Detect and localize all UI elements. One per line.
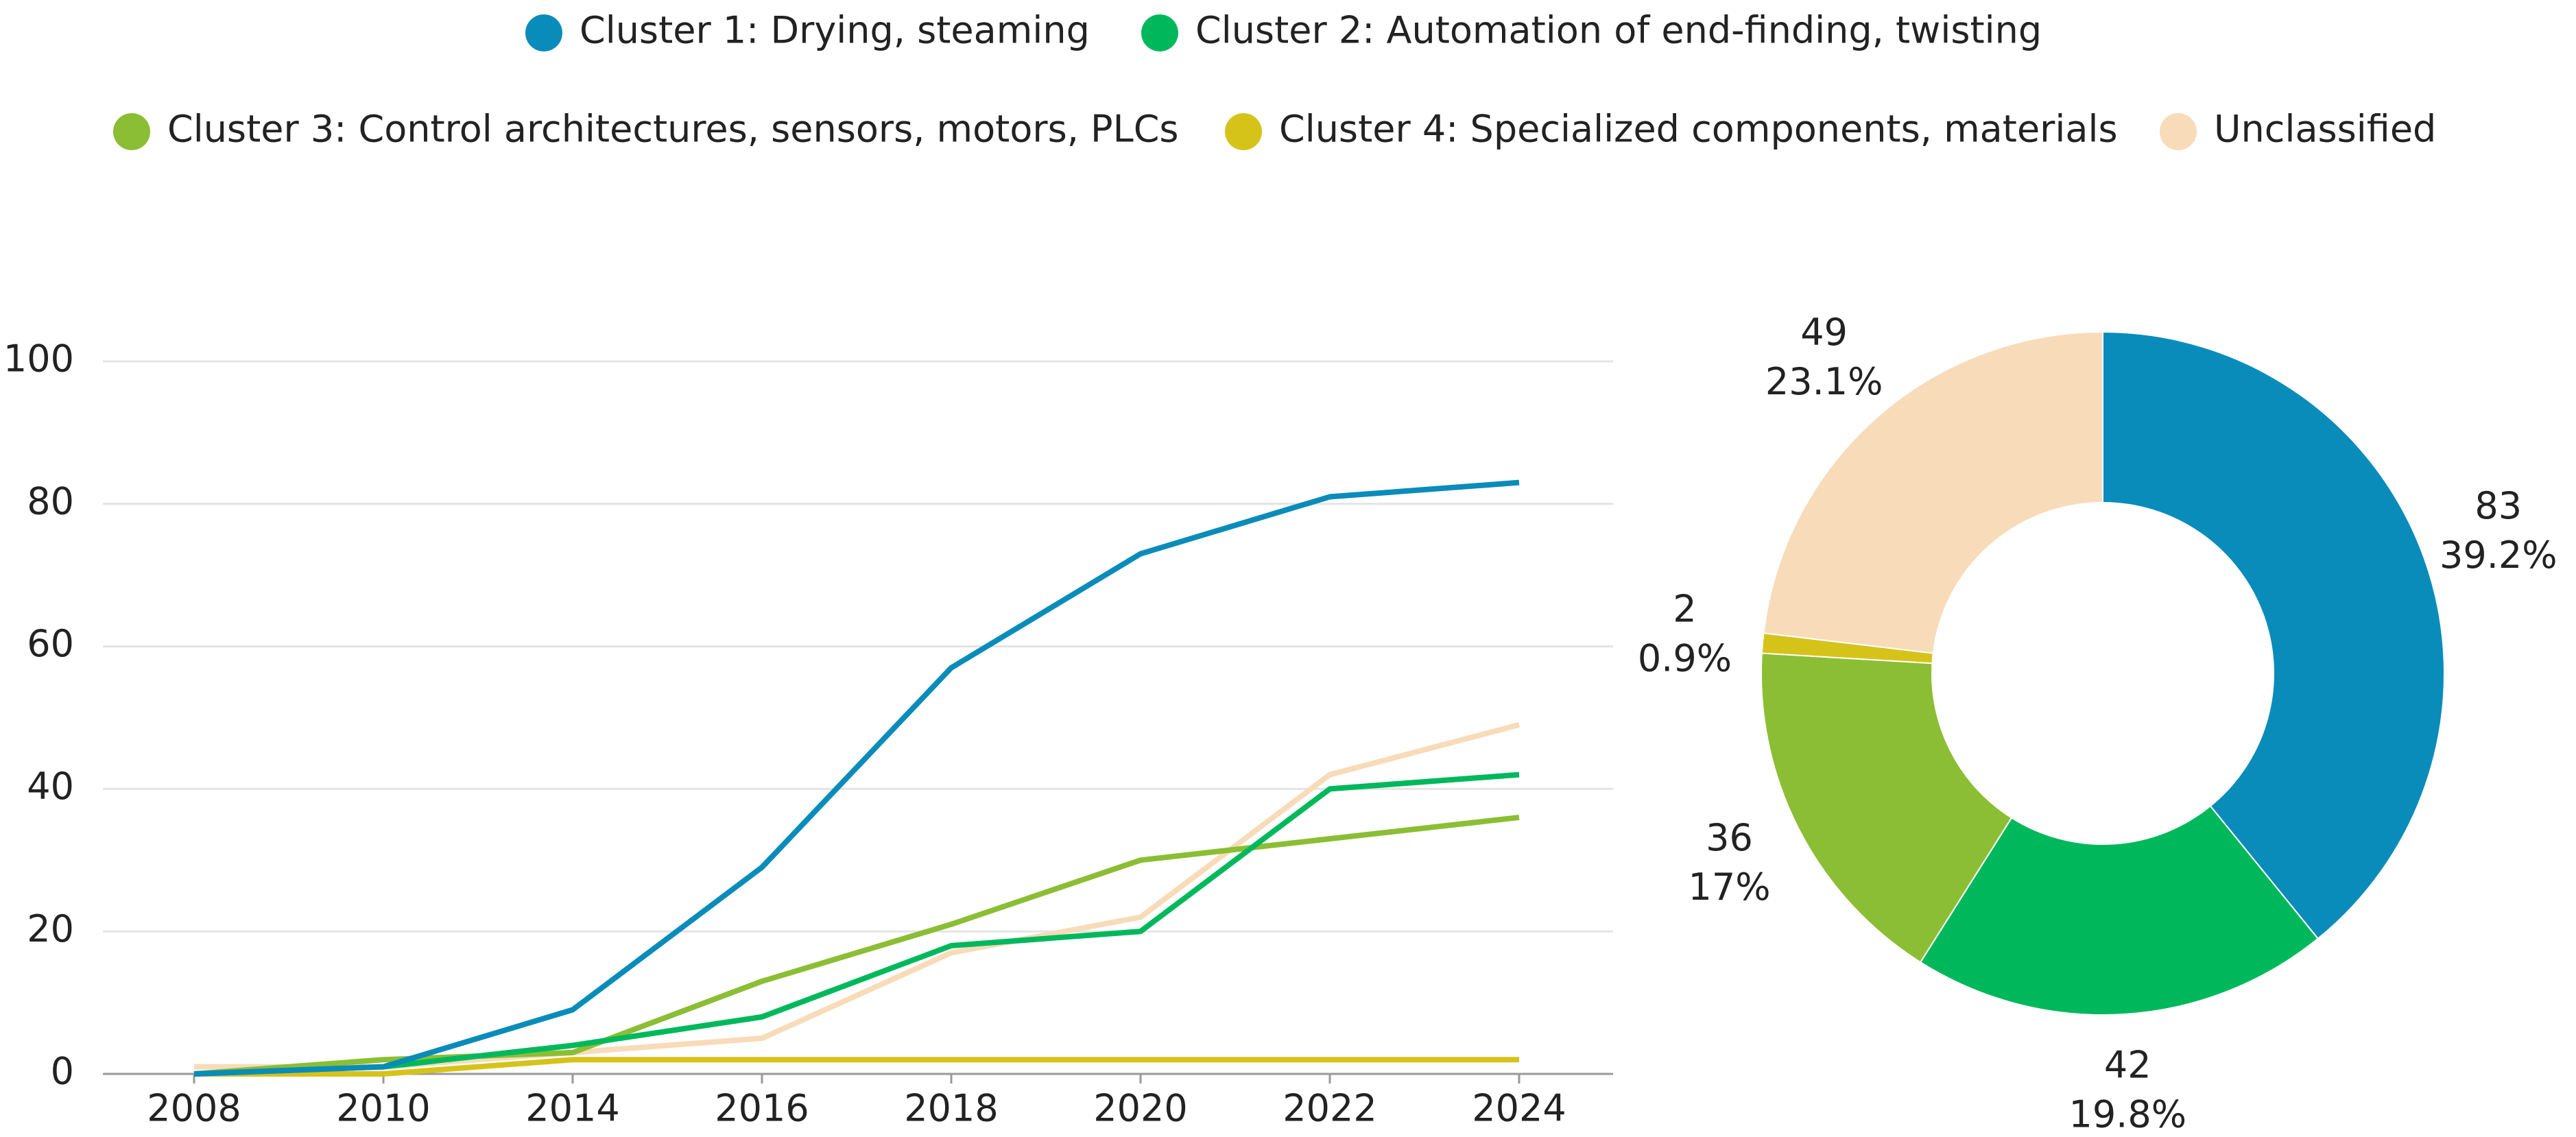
- legend-marker: [1225, 113, 1262, 150]
- slice-percent-label: 39.2%: [2440, 534, 2557, 577]
- legend-marker: [2160, 113, 2197, 150]
- legend-marker: [113, 113, 150, 150]
- x-tick-label: 2020: [1093, 1087, 1187, 1130]
- donut-slice: [1761, 652, 2013, 964]
- legend-label: Unclassified: [2214, 108, 2436, 151]
- slice-percent-label: 19.8%: [2068, 1093, 2186, 1136]
- y-tick-label: 80: [27, 479, 74, 523]
- donut-slice: [1919, 804, 2319, 1016]
- line-series: [194, 1057, 1519, 1077]
- line-series: [193, 814, 1520, 1077]
- slice-value-label: 49: [1800, 311, 1848, 354]
- legend-label: Cluster 1: Drying, steaming: [580, 9, 1090, 52]
- y-tick-label: 60: [27, 622, 74, 665]
- x-tick-label: 2018: [904, 1087, 998, 1130]
- legend-label: Cluster 2: Automation of end-finding, tw…: [1195, 9, 2042, 52]
- x-tick-label: 2022: [1283, 1087, 1376, 1130]
- y-tick-label: 0: [51, 1050, 74, 1093]
- slice-value-label: 2: [1673, 587, 1696, 630]
- legend-marker: [525, 14, 562, 51]
- line-series: [193, 771, 1520, 1077]
- legend-label: Cluster 4: Specialized components, mater…: [1279, 108, 2118, 151]
- donut-slice: [2102, 331, 2445, 940]
- slice-percent-label: 17%: [1689, 865, 1771, 909]
- y-tick-label: 40: [27, 765, 74, 808]
- y-tick-label: 100: [3, 337, 74, 381]
- legend-label: Cluster 3: Control architectures, sensor…: [167, 108, 1179, 151]
- line-series: [193, 479, 1520, 1077]
- line-series: [194, 722, 1520, 1070]
- slice-value-label: 42: [2104, 1044, 2151, 1087]
- slice-percent-label: 0.9%: [1638, 636, 1732, 680]
- x-tick-label: 2014: [525, 1087, 619, 1130]
- x-tick-label: 2008: [147, 1087, 241, 1130]
- x-tick-label: 2010: [336, 1087, 430, 1130]
- slice-value-label: 83: [2474, 484, 2522, 527]
- y-tick-label: 20: [27, 907, 74, 950]
- donut-slice: [1763, 331, 2103, 654]
- slice-percent-label: 23.1%: [1765, 360, 1883, 403]
- x-tick-label: 2016: [715, 1087, 809, 1130]
- x-tick-label: 2024: [1472, 1087, 1566, 1130]
- legend-marker: [1141, 14, 1178, 51]
- slice-value-label: 36: [1706, 816, 1753, 859]
